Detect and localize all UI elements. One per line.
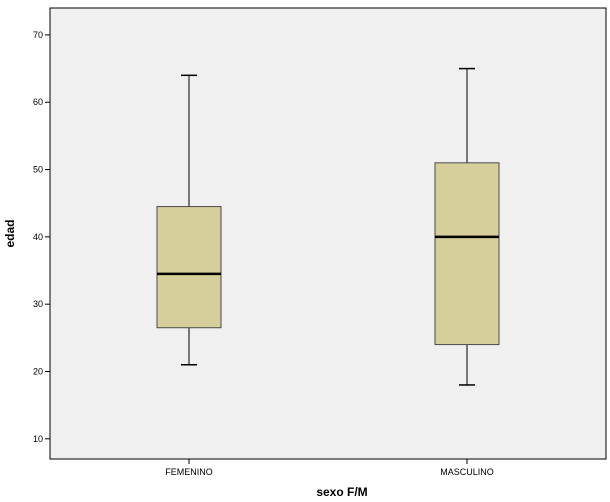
y-tick-label: 20 <box>33 366 43 376</box>
x-axis: FEMENINO MASCULINO <box>165 459 494 477</box>
x-tick-label: FEMENINO <box>165 467 213 477</box>
plot-area <box>49 7 607 460</box>
y-tick-label: 30 <box>33 299 43 309</box>
y-tick-label: 60 <box>33 97 43 107</box>
y-axis-title: edad <box>3 219 17 247</box>
box-group <box>156 67 500 386</box>
x-axis-title: sexo F/M <box>316 485 367 499</box>
box-iqr <box>434 162 500 346</box>
y-tick-label: 10 <box>33 434 43 444</box>
x-tick-label: MASCULINO <box>440 467 494 477</box>
y-tick-label: 40 <box>33 232 43 242</box>
y-tick-label: 70 <box>33 30 43 40</box>
box-iqr <box>156 206 222 329</box>
y-axis: 10 20 30 40 50 60 70 <box>33 30 50 444</box>
y-tick-label: 50 <box>33 165 43 175</box>
